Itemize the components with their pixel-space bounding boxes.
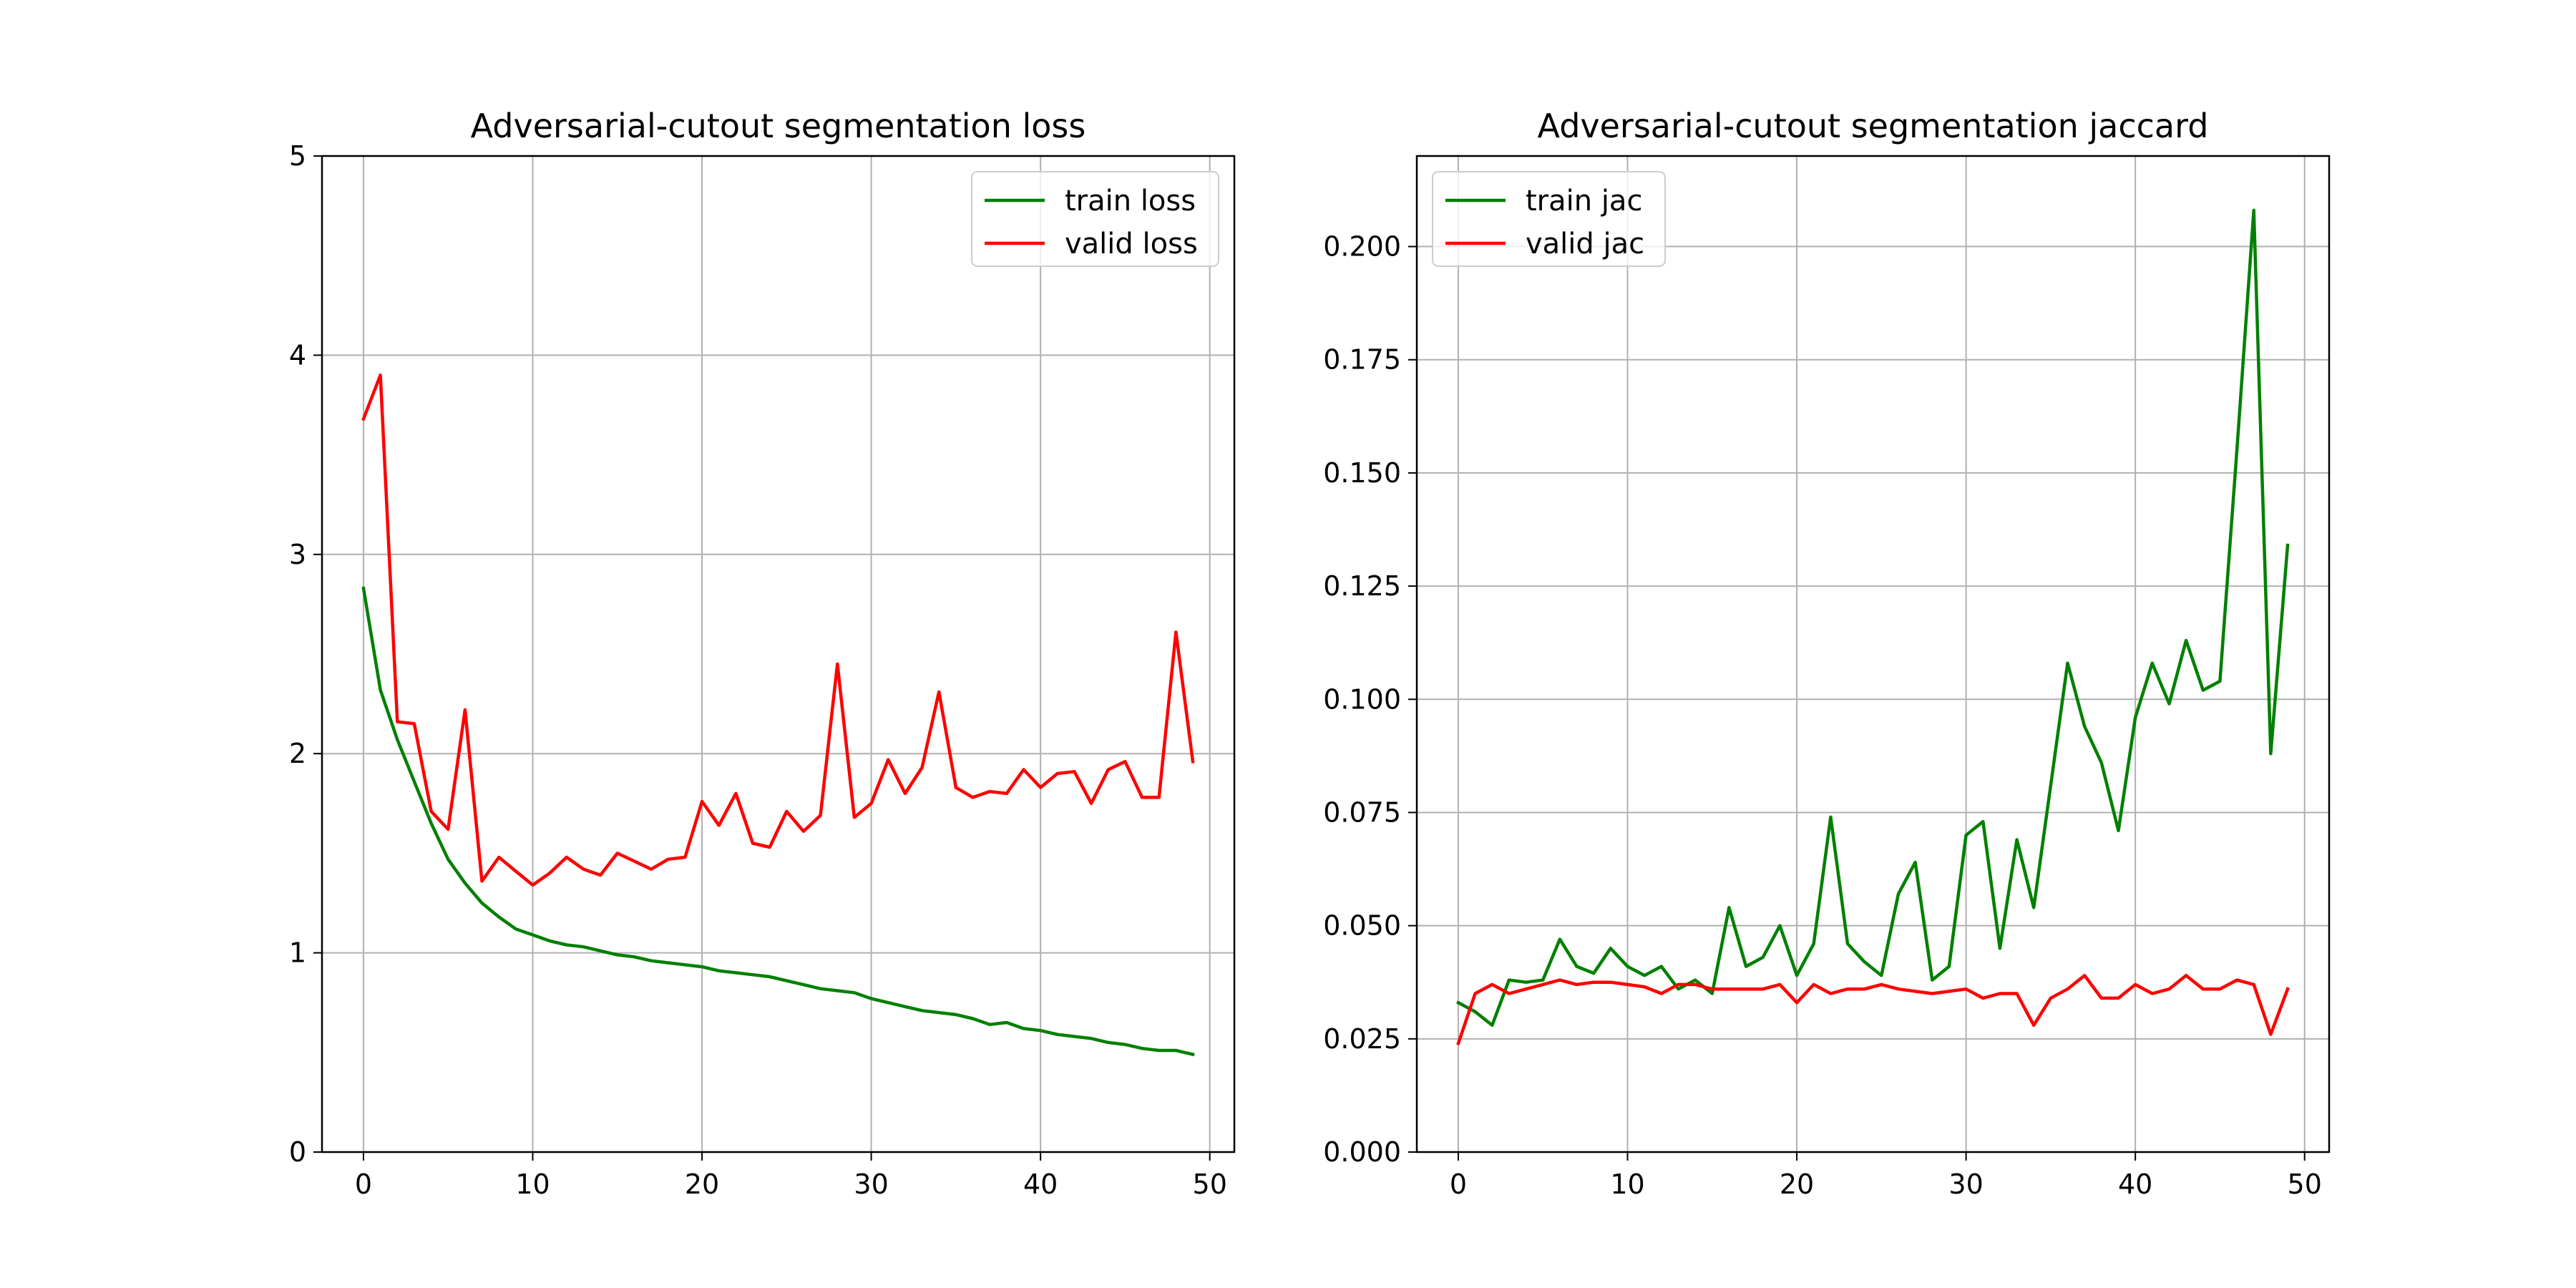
loss-ytick-label: 1 <box>289 937 306 969</box>
jaccard-chart-grid <box>1417 156 2329 1153</box>
jaccard-axes-frame <box>1415 155 2331 1153</box>
jaccard-xtick-label: 40 <box>2118 1169 2152 1200</box>
loss-chart-grid <box>322 155 1234 1153</box>
loss-chart-axes: 0 10 20 30 40 50 0 1 2 3 4 5 <box>289 140 1236 1200</box>
jaccard-series-train-jac <box>1455 208 2290 1028</box>
jaccard-chart: Adversarial-cutout segmentation jaccard … <box>1323 107 2331 1200</box>
jaccard-xtick-label: 20 <box>1780 1169 1814 1200</box>
loss-axes-frame <box>321 155 1236 1153</box>
jaccard-chart-series <box>1455 208 2290 1045</box>
loss-chart: Adversarial-cutout segmentation loss 0 10… <box>289 107 1236 1200</box>
jaccard-chart-legend: train jac valid jac <box>1432 171 1666 267</box>
loss-ytick-label: 3 <box>289 539 306 570</box>
loss-series-valid-loss <box>361 373 1195 887</box>
loss-legend-valid-label: valid loss <box>1065 228 1198 260</box>
jaccard-xtick-label: 0 <box>1450 1169 1467 1200</box>
jaccard-ytick-label: 0.150 <box>1323 457 1401 489</box>
jaccard-ytick-label: 0.050 <box>1323 910 1401 942</box>
jaccard-xtick-label: 10 <box>1610 1169 1644 1200</box>
loss-xtick-label: 10 <box>515 1169 550 1200</box>
jaccard-chart-title: Adversarial-cutout segmentation jaccard <box>1538 107 2209 145</box>
jaccard-ytick-label: 0.075 <box>1323 796 1401 828</box>
loss-xtick-label: 50 <box>1193 1169 1227 1200</box>
loss-chart-title: Adversarial-cutout segmentation loss <box>471 107 1086 145</box>
jaccard-ytick-label: 0.200 <box>1323 231 1401 263</box>
loss-ytick-label: 5 <box>289 140 306 172</box>
loss-ytick-label: 4 <box>289 339 306 371</box>
loss-chart-series <box>361 373 1195 1057</box>
loss-xtick-label: 30 <box>854 1169 888 1200</box>
loss-ytick-label: 0 <box>289 1136 306 1168</box>
jaccard-series-valid-jac <box>1456 973 2290 1045</box>
jaccard-chart-axes: 0 10 20 30 40 50 0.000 0.025 0.050 0.075 0.100 0.12… <box>1323 155 2331 1200</box>
jaccard-ytick-label: 0.025 <box>1323 1023 1401 1055</box>
loss-chart-legend: train loss valid loss <box>971 171 1219 267</box>
jaccard-legend-valid-label: valid jac <box>1526 228 1644 260</box>
loss-series-train-loss <box>361 586 1195 1057</box>
loss-xtick-label: 0 <box>355 1169 372 1200</box>
loss-xtick-label: 20 <box>685 1169 719 1200</box>
jaccard-ytick-label: 0.100 <box>1323 683 1401 715</box>
jaccard-xtick-label: 50 <box>2288 1169 2322 1200</box>
loss-xtick-label: 40 <box>1023 1169 1058 1200</box>
loss-ytick-label: 2 <box>289 738 306 769</box>
jaccard-legend-train-label: train jac <box>1526 185 1642 218</box>
jaccard-ytick-label: 0.125 <box>1323 570 1401 602</box>
loss-legend-train-label: train loss <box>1065 185 1196 218</box>
jaccard-xtick-label: 30 <box>1948 1169 1983 1200</box>
jaccard-ytick-label: 0.175 <box>1323 344 1401 376</box>
jaccard-ytick-label: 0.000 <box>1323 1136 1401 1168</box>
